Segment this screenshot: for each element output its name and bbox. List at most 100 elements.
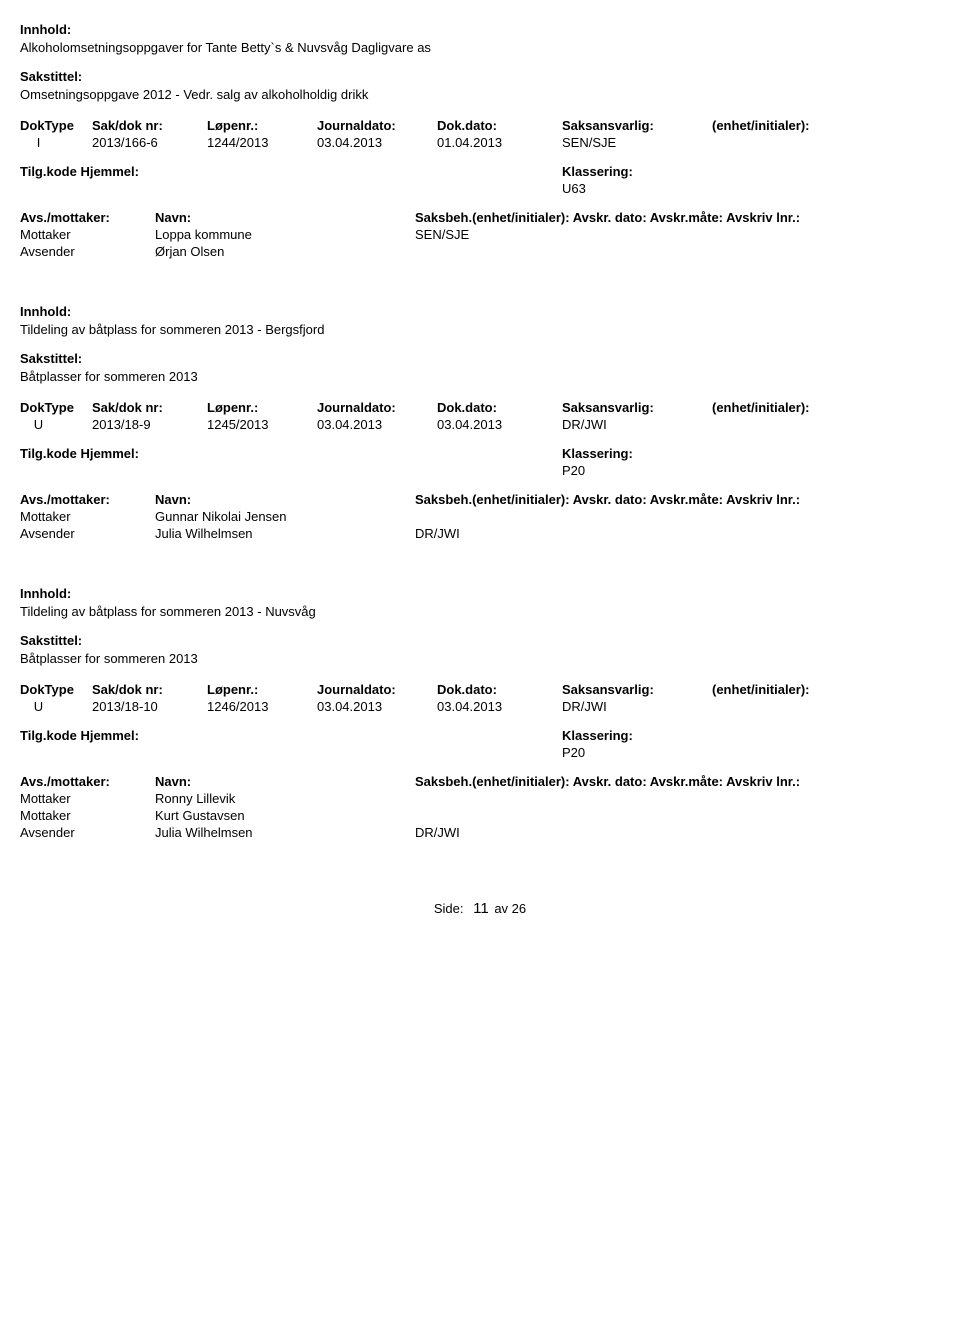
meta-col-saksansvarlig: Saksansvarlig:DR/JWI — [562, 682, 712, 714]
meta-value-saksansvarlig: DR/JWI — [562, 417, 712, 432]
sakstittel-label: Sakstittel: — [20, 351, 940, 366]
avsmottaker-label: Avs./mottaker: — [20, 210, 155, 225]
party-role: Avsender — [20, 825, 155, 840]
innhold-label: Innhold: — [20, 22, 940, 37]
tilgkode-hjemmel-label: Tilg.kode Hjemmel: — [20, 164, 562, 179]
meta-label-dokdato: Dok.dato: — [437, 400, 562, 415]
meta-value-saknr: 2013/18-10 — [92, 699, 207, 714]
hjemmel-label: Hjemmel: — [80, 446, 139, 461]
party-role: Mottaker — [20, 509, 155, 524]
meta-col-saksansvarlig: Saksansvarlig: DR/JWI — [562, 400, 712, 432]
tilgkode-label: Tilg.kode — [20, 164, 77, 179]
klassering-value: P20 — [562, 463, 633, 478]
code-left: Tilg.kode Hjemmel: — [20, 728, 562, 760]
journal-record: Innhold:Tildeling av båtplass for sommer… — [20, 586, 940, 840]
party-saksbeh: SEN/SJE — [415, 227, 565, 242]
party-role: Mottaker — [20, 227, 155, 242]
klassering-label: Klassering: — [562, 446, 633, 461]
party-row: MottakerKurt Gustavsen — [20, 808, 940, 823]
navn-label: Navn: — [155, 492, 415, 507]
meta-value-lopenr: 1246/2013 — [207, 699, 317, 714]
meta-value-journaldato: 03.04.2013 — [317, 699, 437, 714]
party-header-row: Avs./mottaker:Navn:Saksbeh.(enhet/initia… — [20, 774, 940, 789]
party-saksbeh — [415, 791, 565, 806]
tilgkode-label: Tilg.kode — [20, 728, 77, 743]
hjemmel-label: Hjemmel: — [80, 164, 139, 179]
meta-col-lopenr: Løpenr.:1245/2013 — [207, 400, 317, 432]
sakstittel-text: Båtplasser for sommeren 2013 — [20, 369, 940, 384]
klassering-label: Klassering: — [562, 728, 633, 743]
meta-value-doktype: I — [20, 135, 92, 150]
meta-label-doktype: DokType — [20, 118, 92, 133]
meta-col-saknr: Sak/dok nr:2013/18-9 — [92, 400, 207, 432]
meta-col-dokdato: Dok.dato:03.04.2013 — [437, 400, 562, 432]
party-saksbeh: DR/JWI — [415, 526, 565, 541]
journal-record: Innhold: Alkoholomsetningsoppgaver for Ta… — [20, 22, 940, 259]
party-header-row: Avs./mottaker:Navn:Saksbeh.(enhet/initia… — [20, 210, 940, 225]
meta-row: DokType USak/dok nr:2013/18-9Løpenr.:1245… — [20, 400, 940, 432]
meta-value-doktype: U — [20, 699, 92, 714]
meta-value-doktype: U — [20, 417, 92, 432]
party-role: Mottaker — [20, 791, 155, 806]
party-row: AvsenderJulia WilhelmsenDR/JWI — [20, 825, 940, 840]
klassering-label: Klassering: — [562, 164, 633, 179]
meta-label-lopenr: Løpenr.: — [207, 400, 317, 415]
code-right: Klassering:U63 — [562, 164, 633, 196]
hjemmel-label: Hjemmel: — [80, 728, 139, 743]
party-saksbeh — [415, 509, 565, 524]
party-name: Ronny Lillevik — [155, 791, 415, 806]
meta-label-journaldato: Journaldato: — [317, 118, 437, 133]
code-left: Tilg.kode Hjemmel: — [20, 446, 562, 478]
navn-label: Navn: — [155, 210, 415, 225]
footer-page-number: 11 — [473, 900, 489, 917]
meta-label-journaldato: Journaldato: — [317, 400, 437, 415]
party-saksbeh: DR/JWI — [415, 825, 565, 840]
records-container: Innhold: Alkoholomsetningsoppgaver for Ta… — [20, 22, 940, 840]
meta-value-journaldato: 03.04.2013 — [317, 135, 437, 150]
party-row: MottakerGunnar Nikolai Jensen — [20, 509, 940, 524]
party-role: Avsender — [20, 244, 155, 259]
navn-label: Navn: — [155, 774, 415, 789]
code-row: Tilg.kode Hjemmel:Klassering:P20 — [20, 446, 940, 478]
party-name: Julia Wilhelmsen — [155, 526, 415, 541]
meta-value-lopenr: 1244/2013 — [207, 135, 317, 150]
code-row: Tilg.kode Hjemmel:Klassering:U63 — [20, 164, 940, 196]
footer-side-label: Side: — [434, 901, 464, 916]
party-name: Kurt Gustavsen — [155, 808, 415, 823]
klassering-value: P20 — [562, 745, 633, 760]
meta-row: DokType ISak/dok nr: 2013/166-6Løpenr.: 124… — [20, 118, 940, 150]
meta-col-journaldato: Journaldato: 03.04.2013 — [317, 118, 437, 150]
saksbeh-header: Saksbeh.(enhet/initialer): Avskr. dato: … — [415, 210, 800, 225]
meta-label-saknr: Sak/dok nr: — [92, 118, 207, 133]
party-row: MottakerRonny Lillevik — [20, 791, 940, 806]
meta-col-dokdato: Dok.dato:03.04.2013 — [437, 682, 562, 714]
sakstittel-label: Sakstittel: — [20, 633, 940, 648]
meta-label-doktype: DokType — [20, 400, 92, 415]
party-saksbeh — [415, 808, 565, 823]
meta-col-journaldato: Journaldato:03.04.2013 — [317, 400, 437, 432]
meta-value-saksansvarlig: SEN/SJE — [562, 135, 712, 150]
meta-col-saknr: Sak/dok nr: 2013/166-6 — [92, 118, 207, 150]
saksbeh-header: Saksbeh.(enhet/initialer): Avskr. dato: … — [415, 492, 800, 507]
meta-col-enhet: (enhet/initialer): — [712, 118, 892, 150]
party-role: Avsender — [20, 526, 155, 541]
meta-label-doktype: DokType — [20, 682, 92, 697]
meta-value-saknr: 2013/166-6 — [92, 135, 207, 150]
meta-label-dokdato: Dok.dato: — [437, 682, 562, 697]
meta-label-lopenr: Løpenr.: — [207, 118, 317, 133]
meta-value-dokdato: 01.04.2013 — [437, 135, 562, 150]
meta-col-doktype: DokType I — [20, 118, 92, 150]
meta-col-doktype: DokType U — [20, 682, 92, 714]
tilgkode-label: Tilg.kode — [20, 446, 77, 461]
meta-label-saksansvarlig: Saksansvarlig: — [562, 400, 712, 415]
avsmottaker-label: Avs./mottaker: — [20, 774, 155, 789]
meta-col-journaldato: Journaldato:03.04.2013 — [317, 682, 437, 714]
meta-label-enhet: (enhet/initialer): — [712, 682, 892, 697]
saksbeh-header: Saksbeh.(enhet/initialer): Avskr. dato: … — [415, 774, 800, 789]
meta-label-saksansvarlig: Saksansvarlig: — [562, 118, 712, 133]
meta-row: DokTypeUSak/dok nr:2013/18-10Løpenr.:124… — [20, 682, 940, 714]
innhold-text: Alkoholomsetningsoppgaver for Tante Bett… — [20, 40, 940, 55]
party-name: Gunnar Nikolai Jensen — [155, 509, 415, 524]
innhold-label: Innhold: — [20, 304, 940, 319]
footer-page-total: av 26 — [494, 901, 526, 916]
